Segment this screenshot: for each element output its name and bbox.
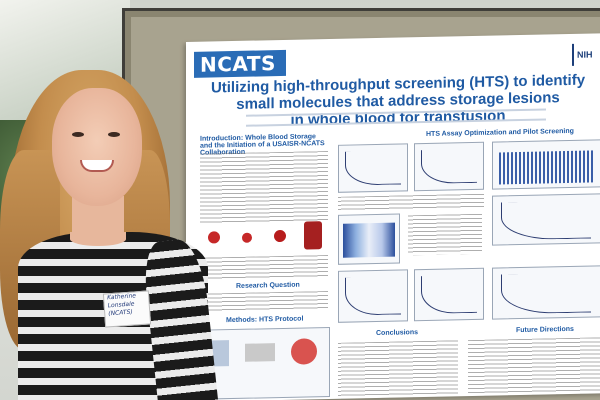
intro-text (200, 151, 328, 224)
tube-icon (291, 338, 317, 365)
shirt-collar (70, 232, 126, 246)
section-assay-heading: HTS Assay Optimization and Pilot Screeni… (426, 127, 574, 138)
section-methods-heading: Methods: HTS Protocol (226, 315, 304, 325)
nih-logo: NIH (572, 43, 600, 66)
methods-diagram (200, 326, 330, 400)
conclusions-text (338, 340, 458, 399)
blood-cell-icon (208, 231, 220, 244)
figure-caption-1 (338, 193, 484, 211)
person-face (52, 88, 142, 206)
ncats-logo: NCATS (194, 49, 286, 78)
blood-cell-icon (242, 232, 252, 243)
name-tag: Katherine Lonsdale (NCATS) (102, 290, 152, 328)
section-future-heading: Future Directions (516, 325, 574, 335)
heatmap-plot (338, 213, 400, 265)
right-eye (108, 132, 120, 137)
blood-cell-icon (274, 229, 286, 243)
future-text (468, 337, 600, 397)
figure-caption-2 (408, 213, 482, 256)
section-research-heading: Research Question (236, 281, 300, 290)
research-poster: NCATS NIH Utilizing high-throughput scre… (186, 33, 600, 400)
assay-plot-5 (338, 269, 408, 323)
assay-plot-7 (492, 265, 600, 320)
section-conclusions-heading: Conclusions (376, 329, 419, 338)
intro-text-2 (200, 255, 328, 280)
nametag-affiliation: (NCATS) (108, 308, 133, 318)
assay-plot-1 (338, 143, 408, 193)
poster-title-line1: Utilizing high-throughput screening (HTS… (210, 71, 586, 113)
assay-plot-3 (492, 139, 600, 190)
assay-plot-4 (492, 193, 600, 246)
plate-icon (245, 343, 275, 362)
research-text (200, 291, 328, 312)
blood-bag-icon (304, 221, 322, 250)
assay-plot-2 (414, 141, 484, 192)
assay-plot-6 (414, 267, 484, 322)
left-eye (72, 132, 84, 137)
